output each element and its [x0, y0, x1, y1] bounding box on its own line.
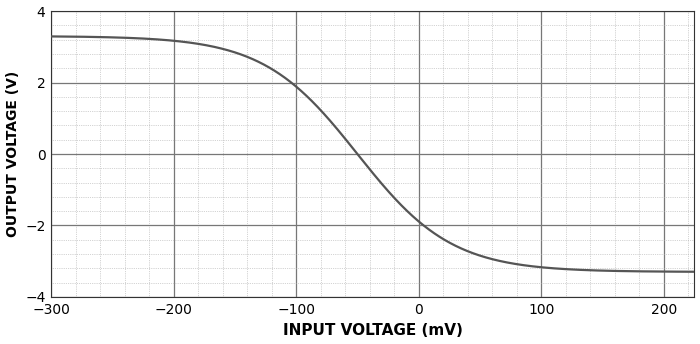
X-axis label: INPUT VOLTAGE (mV): INPUT VOLTAGE (mV) — [283, 323, 463, 338]
Y-axis label: OUTPUT VOLTAGE (V): OUTPUT VOLTAGE (V) — [6, 71, 20, 237]
